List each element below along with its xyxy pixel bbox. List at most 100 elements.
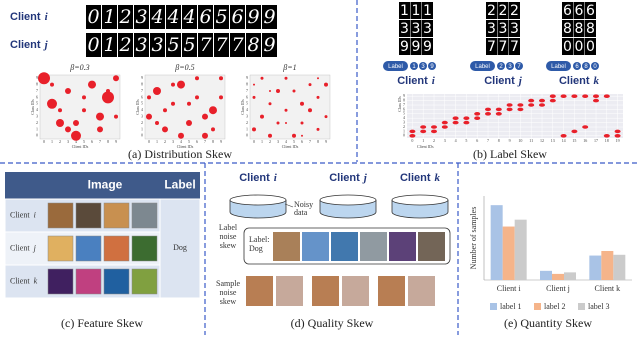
client-id: k bbox=[594, 75, 600, 87]
x-tick-label: 17 bbox=[594, 138, 598, 143]
y-tick-label: 5 bbox=[36, 101, 38, 106]
point bbox=[463, 120, 470, 125]
digit-image bbox=[262, 33, 277, 57]
x-tick-label: 2 bbox=[164, 139, 166, 144]
point bbox=[420, 125, 427, 129]
legend-digit: 0 bbox=[593, 64, 597, 70]
client-id: j bbox=[33, 243, 37, 252]
client-word: Client bbox=[329, 172, 360, 184]
digit-image bbox=[585, 20, 596, 37]
y-axis-label: Number of samples bbox=[469, 207, 478, 270]
legend-dot bbox=[582, 62, 590, 70]
digit: 6 bbox=[575, 3, 584, 19]
x-tick-label: 1 bbox=[422, 138, 424, 143]
digit-image bbox=[246, 33, 261, 57]
caption: (c) Feature Skew bbox=[61, 316, 143, 330]
client-id: i bbox=[34, 210, 36, 219]
digit: 8 bbox=[586, 21, 595, 37]
image-thumb bbox=[103, 235, 130, 262]
image-thumb bbox=[47, 268, 74, 295]
point bbox=[517, 103, 524, 107]
digit: 1 bbox=[400, 3, 409, 19]
bubble bbox=[47, 98, 57, 109]
point bbox=[571, 94, 578, 98]
client-label: Client i bbox=[10, 11, 49, 23]
bubble bbox=[292, 133, 296, 138]
bubble bbox=[308, 108, 312, 113]
digit: 6 bbox=[231, 6, 243, 28]
client-id: k bbox=[435, 172, 441, 184]
digit-image bbox=[150, 33, 165, 57]
digit-image bbox=[486, 20, 497, 37]
bubble bbox=[56, 119, 64, 127]
y-tick-label: 3 bbox=[141, 114, 143, 119]
digit-image bbox=[166, 33, 181, 57]
bubble bbox=[268, 102, 272, 106]
chart-title: β=1 bbox=[282, 63, 296, 72]
bubble bbox=[316, 127, 320, 131]
digit-image bbox=[410, 2, 422, 19]
point bbox=[474, 112, 481, 116]
point bbox=[593, 94, 599, 98]
client-id: j bbox=[362, 172, 368, 184]
point bbox=[539, 103, 545, 107]
legend-label: label 2 bbox=[544, 302, 566, 311]
point bbox=[409, 129, 416, 134]
pointer bbox=[284, 203, 294, 208]
digit: 9 bbox=[263, 6, 275, 28]
bubble bbox=[162, 126, 168, 133]
x-tick-label: 5 bbox=[293, 139, 295, 144]
bubble bbox=[284, 76, 288, 80]
point bbox=[409, 134, 416, 138]
bubble bbox=[88, 80, 96, 89]
point bbox=[582, 125, 589, 129]
x-tick-label: 2 bbox=[433, 138, 435, 143]
chart-title: β=0.5 bbox=[174, 63, 194, 72]
note: Noisy bbox=[294, 200, 313, 209]
bubble bbox=[147, 95, 151, 100]
client-word: Client bbox=[559, 75, 590, 87]
point bbox=[420, 129, 427, 134]
digit: 5 bbox=[183, 34, 195, 56]
digit-image bbox=[573, 38, 585, 55]
x-tick-label: 4 bbox=[180, 139, 182, 144]
bubble bbox=[195, 95, 199, 100]
digit-image bbox=[182, 33, 197, 57]
client-word: Client bbox=[10, 243, 30, 252]
x-tick-label: 19 bbox=[616, 138, 620, 143]
bubble bbox=[269, 90, 271, 92]
bubble bbox=[146, 113, 152, 120]
digit-image bbox=[102, 5, 117, 29]
image-thumb bbox=[273, 232, 300, 261]
y-tick-label: 1 bbox=[246, 126, 248, 131]
y-tick-label: 5 bbox=[403, 111, 405, 116]
client-id: i bbox=[45, 11, 49, 23]
y-tick-label: 7 bbox=[246, 88, 248, 93]
y-tick-label: 2 bbox=[246, 120, 248, 125]
x-tick-label: 12 bbox=[540, 138, 544, 143]
digit: 3 bbox=[423, 21, 432, 37]
digit-image bbox=[198, 33, 213, 57]
legend-digit: 1 bbox=[412, 64, 416, 70]
point bbox=[539, 98, 545, 103]
client-word: Client bbox=[10, 276, 30, 285]
image-thumb bbox=[131, 235, 158, 262]
point bbox=[593, 98, 599, 103]
legend-label: label 1 bbox=[500, 302, 522, 311]
image-thumb bbox=[408, 276, 435, 306]
legend-dot bbox=[419, 62, 427, 70]
legend-dot bbox=[497, 62, 505, 70]
digit: 7 bbox=[231, 34, 244, 56]
client-word: Client bbox=[239, 172, 270, 184]
point bbox=[506, 107, 513, 112]
bubble bbox=[96, 112, 104, 121]
legend-dot bbox=[506, 62, 514, 70]
bubble bbox=[171, 101, 175, 106]
point bbox=[603, 134, 610, 138]
bubble bbox=[153, 87, 161, 95]
digit-image bbox=[246, 5, 261, 29]
bubble bbox=[300, 101, 304, 106]
digit-image bbox=[150, 5, 165, 29]
digit: 9 bbox=[423, 39, 432, 55]
bucket-top bbox=[319, 194, 377, 206]
